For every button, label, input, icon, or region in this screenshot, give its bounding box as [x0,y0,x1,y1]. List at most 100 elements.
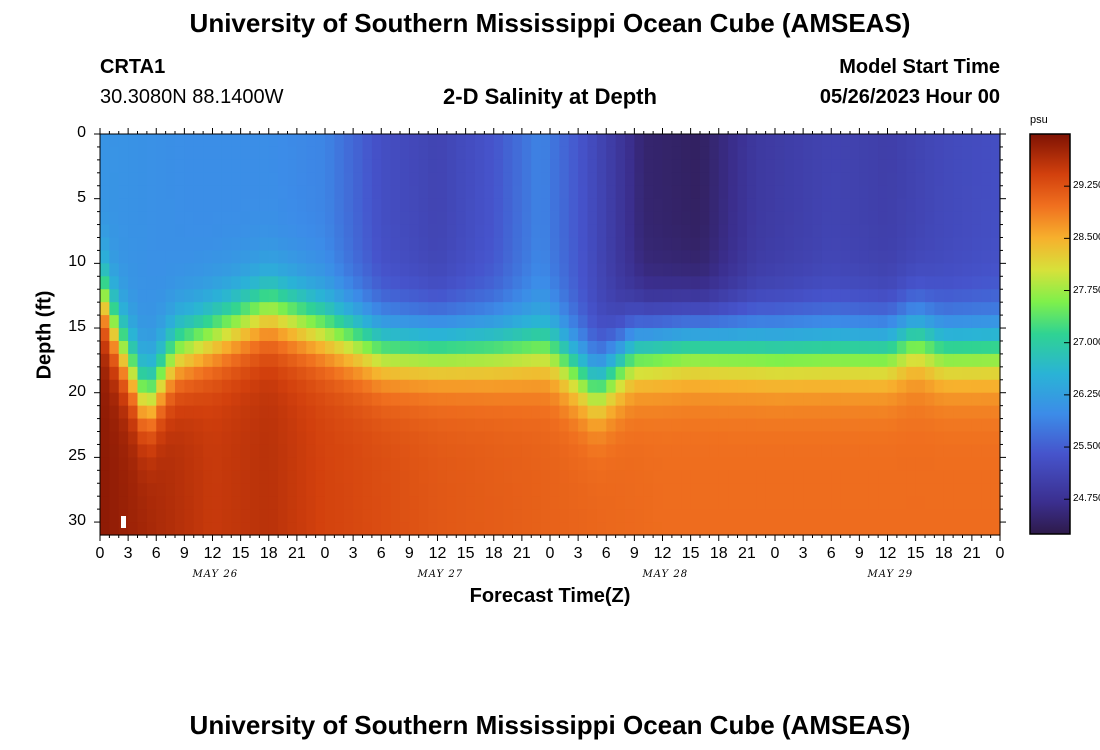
heatmap-cell [971,366,982,381]
heatmap-cell [953,302,964,316]
heatmap-cell [737,328,748,342]
heatmap-cell [118,302,129,316]
heatmap-cell [512,146,523,161]
heatmap-cell [428,444,439,458]
heatmap-cell [559,457,570,471]
heatmap-cell [634,509,645,523]
heatmap-cell [775,302,785,316]
heatmap-cell [212,289,223,303]
heatmap-cell [540,263,551,277]
heatmap-cell [709,379,720,394]
heatmap-cell [625,522,635,536]
heatmap-cell [240,379,251,394]
heatmap-cell [934,302,945,316]
heatmap-cell [596,315,607,329]
heatmap-cell [259,224,270,239]
heatmap-cell [606,315,617,329]
heatmap-cell [662,263,673,277]
heatmap-cell [512,172,523,187]
x-tick-label: 0 [95,545,105,562]
heatmap-cell [681,289,692,303]
heatmap-cell [437,172,448,187]
heatmap-cell [915,224,926,239]
heatmap-cell [409,250,420,264]
heatmap-cell [878,392,889,407]
heatmap-cell [268,250,279,264]
heatmap-cell [700,315,710,329]
heatmap-cell [521,289,532,303]
heatmap-cell [109,418,120,433]
heatmap-cell [859,159,870,174]
heatmap-cell [165,250,176,264]
heatmap-cell [334,289,345,303]
heatmap-cell [175,457,185,471]
heatmap-cell [971,444,982,458]
heatmap-cell [671,366,682,381]
heatmap-cell [925,457,935,471]
heatmap-cell [343,237,354,252]
heatmap-cell [934,496,945,510]
heatmap-cell [756,211,767,226]
heatmap-cell [146,211,157,226]
heatmap-cell [681,405,692,420]
heatmap-cell [521,405,532,420]
heatmap-cell [671,134,682,148]
y-tick-label: 25 [68,447,86,465]
heatmap-cell [775,172,785,187]
heatmap-cell [953,522,964,536]
heatmap-cell [700,509,710,523]
heatmap-cell [278,405,289,420]
heatmap-cell [137,328,148,342]
heatmap-cell [371,224,382,239]
heatmap-cell [475,237,485,252]
heatmap-cell [109,302,120,316]
heatmap-cell [887,470,898,484]
heatmap-cell [221,315,232,329]
heatmap-cell [990,522,1001,536]
heatmap-cell [728,509,739,523]
heatmap-cell [700,134,710,148]
heatmap-cell [868,263,879,277]
heatmap-cell [803,379,814,394]
heatmap-cell [353,211,364,226]
heatmap-cell [165,172,176,187]
heatmap-cell [203,302,214,316]
heatmap-cell [812,172,823,187]
heatmap-cell [812,211,823,226]
heatmap-cell [475,159,485,174]
heatmap-cell [296,198,307,213]
heatmap-cell [681,470,692,484]
heatmap-cell [128,328,139,342]
heatmap-cell [221,224,232,239]
heatmap-cell [118,418,129,433]
heatmap-cell [165,418,176,433]
heatmap-cell [859,366,870,381]
heatmap-cell [203,366,214,381]
heatmap-cell [465,496,476,510]
heatmap-cell [512,353,523,368]
heatmap-cell [184,444,195,458]
heatmap-cell [896,315,907,329]
heatmap-cell [718,470,729,484]
heatmap-cell [137,224,148,239]
heatmap-cell [812,366,823,381]
heatmap-cell [493,392,504,407]
heatmap-cell [540,224,551,239]
heatmap-cell [287,457,298,471]
heatmap-cell [981,172,992,187]
colorbar-gradient [1029,133,1071,535]
heatmap-cell [765,211,776,226]
heatmap-cell [128,315,139,329]
heatmap-cell [296,159,307,174]
heatmap-cell [784,431,795,446]
heatmap-cell [371,522,382,536]
heatmap-cell [859,276,870,290]
heatmap-cell [934,366,945,381]
heatmap-cell [615,289,626,303]
heatmap-cell [390,340,401,355]
heatmap-cell [962,340,973,355]
heatmap-cell [550,250,560,264]
heatmap-cell [343,444,354,458]
heatmap-cell [756,509,767,523]
heatmap-cell [615,134,626,148]
